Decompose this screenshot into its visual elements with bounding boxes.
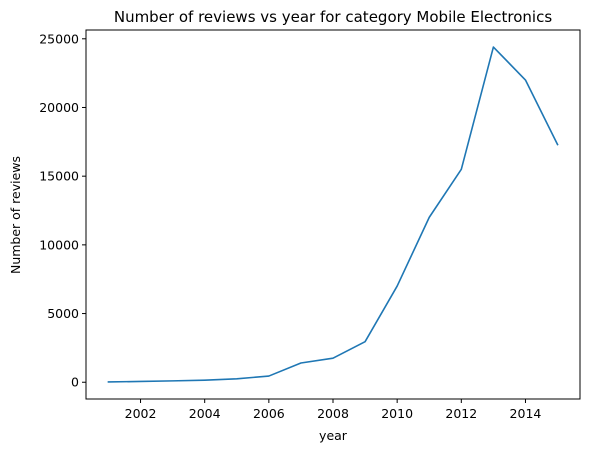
x-tick-label: 2014 — [510, 406, 542, 421]
y-tick-label: 0 — [71, 375, 79, 390]
x-axis: 2002 2004 2006 2008 2010 2012 2014 — [125, 399, 542, 421]
x-tick-label: 2008 — [317, 406, 349, 421]
y-tick-label: 20000 — [39, 100, 79, 115]
x-axis-label: year — [319, 428, 348, 443]
y-axis: 0 5000 10000 15000 20000 25000 — [39, 31, 86, 390]
x-tick-label: 2012 — [445, 406, 477, 421]
plot-frame — [85, 29, 581, 400]
y-tick-label: 10000 — [39, 237, 79, 252]
series-layer — [107, 46, 559, 383]
chart-title: Number of reviews vs year for category M… — [114, 8, 552, 26]
x-tick-label: 2006 — [253, 406, 285, 421]
plot-area — [85, 29, 581, 400]
x-tick-label: 2004 — [189, 406, 221, 421]
y-axis-label: Number of reviews — [8, 156, 23, 274]
series-line — [107, 46, 559, 383]
y-tick-label: 15000 — [39, 169, 79, 184]
y-tick-label: 25000 — [39, 31, 79, 46]
x-tick-label: 2010 — [381, 406, 413, 421]
x-tick-label: 2002 — [125, 406, 157, 421]
y-tick-label: 5000 — [47, 306, 79, 321]
